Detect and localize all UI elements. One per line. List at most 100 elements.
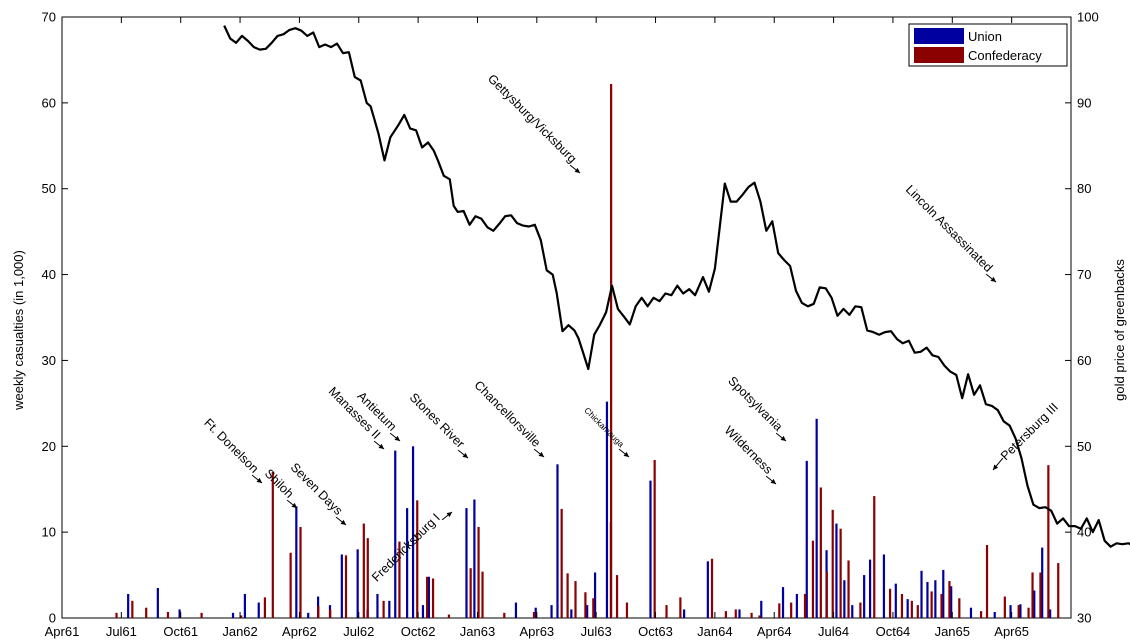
confederacy-bar-5: [240, 615, 243, 618]
confederacy-bar-39: [734, 609, 737, 618]
legend: Union Confederacy: [908, 23, 1068, 67]
union-bar-13: [376, 593, 379, 618]
union-bar-14: [388, 600, 391, 618]
confederacy-bar-31: [610, 83, 613, 619]
confederacy-bar-61: [979, 611, 983, 618]
union-bars: [127, 401, 1052, 618]
annotation-label-12: Lincoln Assassinated: [903, 182, 995, 274]
confederacy-bar-0: [115, 612, 118, 618]
confederacy-bar-16: [398, 541, 401, 618]
y-axis-left-label: weekly casualties (in 1,000): [11, 250, 26, 411]
y-left-tick-label-1: 10: [42, 525, 56, 540]
x-tick-label-13: Jul64: [818, 624, 849, 639]
y-left-tick-label-7: 70: [42, 10, 56, 25]
union-bar-22: [514, 602, 518, 618]
y-right-tick-label-0: 30: [1077, 611, 1091, 626]
x-tick-label-11: Jan64: [697, 624, 732, 639]
annotation-7: Chancellorsville: [471, 378, 545, 458]
union-bar-26: [570, 609, 573, 618]
confederacy-bar-45: [811, 540, 815, 618]
union-bar-23: [534, 607, 537, 618]
annotation-arrowhead-5: [446, 512, 452, 518]
x-tick-label-4: Apr62: [282, 624, 317, 639]
annotation-label-5: Fredericksburg I: [369, 511, 443, 585]
union-bar-7: [307, 612, 310, 618]
confederacy-bar-64: [1017, 605, 1020, 618]
confederacy-bar-55: [910, 600, 913, 618]
confederacy-bar-42: [778, 603, 781, 618]
union-bar-0: [127, 593, 130, 618]
annotation-0: Ft. Donelson: [201, 416, 263, 484]
y-left-tick-label-2: 20: [42, 439, 56, 454]
x-tick-label-2: Oct61: [163, 624, 198, 639]
confederacy-bar-9: [299, 526, 302, 618]
y-right-tick-label-2: 50: [1077, 439, 1091, 454]
union-bar-18: [421, 605, 425, 618]
confederacy-bar-19: [431, 578, 435, 618]
confederacy-bar-41: [758, 615, 761, 618]
confederacy-bar-27: [566, 573, 569, 618]
annotation-label-6: Stones River: [407, 390, 468, 451]
y-right-tick-label-1: 40: [1077, 525, 1091, 540]
union-bar-45: [868, 559, 872, 618]
confederacy-bar-28: [574, 581, 577, 618]
union-bar-44: [863, 575, 866, 618]
union-bar-19: [427, 576, 430, 618]
confederacy-bar-59: [948, 581, 951, 618]
x-tick-label-14: Oct64: [876, 624, 911, 639]
confederacy-bar-48: [831, 509, 834, 618]
plot-frame: [61, 16, 1072, 619]
confederacy-bar-68: [1047, 465, 1050, 618]
x-tick-label-3: Jan62: [222, 624, 257, 639]
y-right-tick-label-7: 100: [1077, 10, 1099, 25]
x-tick-label-12: Apr64: [757, 624, 792, 639]
confederacy-bar-25: [532, 611, 536, 618]
union-bar-50: [926, 581, 929, 618]
y-left-tick-label-5: 50: [42, 181, 56, 196]
union-bar-36: [781, 587, 785, 618]
union-bar-1: [156, 587, 159, 618]
x-tick-label-15: Jan65: [935, 624, 970, 639]
y-right-tick-label-5: 80: [1077, 181, 1091, 196]
x-tick-label-5: Jul62: [343, 624, 374, 639]
confederacy-bar-69: [1057, 563, 1060, 618]
confederacy-bar-50: [847, 560, 850, 618]
confederacy-bar-4: [200, 612, 203, 618]
confederacy-bar-49: [839, 528, 842, 618]
confederacy-bar-60: [958, 598, 961, 618]
annotation-10: Wilderness: [722, 423, 777, 485]
plot-border: [61, 16, 1072, 619]
confederacy-bar-53: [888, 588, 892, 618]
confederacy-bar-43: [790, 602, 793, 618]
union-bar-24: [550, 605, 553, 618]
confederacy-bar-35: [665, 605, 668, 618]
annotation-8: Gettysburg/Vicksburg: [485, 72, 581, 174]
confederacy-bars: [115, 83, 1060, 619]
confederacy-bar-56: [916, 605, 919, 618]
annotation-label-9: Chickamauga: [582, 405, 626, 449]
confederacy-bar-30: [592, 598, 595, 618]
annotation-arrowhead-11: [780, 435, 786, 441]
confederacy-bar-32: [615, 575, 619, 618]
union-bar-31: [649, 480, 652, 618]
confederacy-bar-38: [724, 611, 727, 618]
annotation-label-13: Petersburg III: [998, 400, 1061, 463]
confederacy-bar-40: [750, 612, 753, 618]
union-bar-28: [593, 572, 597, 618]
y-left-tick-label-4: 40: [42, 267, 56, 282]
confederacy-bar-67: [1039, 572, 1042, 618]
union-bar-41: [835, 523, 838, 618]
union-bar-48: [906, 599, 909, 618]
confederacy-bar-10: [317, 605, 320, 618]
axis-ticks: 0 10 20 30 40 50 60 70 30 40 50 60 70 80 90 100 Apr61 Jul…: [42, 10, 1099, 640]
y-left-tick-label-0: 0: [49, 611, 56, 626]
union-bar-21: [473, 499, 476, 618]
union-bar-55: [993, 611, 996, 618]
confederacy-bar-37: [710, 558, 714, 618]
union-bar-42: [843, 580, 846, 618]
annotation-12: Lincoln Assassinated: [903, 182, 997, 283]
annotation-arrowhead-9: [623, 451, 629, 457]
annotation-5: Fredericksburg I: [369, 511, 453, 585]
union-bar-27: [586, 605, 589, 618]
